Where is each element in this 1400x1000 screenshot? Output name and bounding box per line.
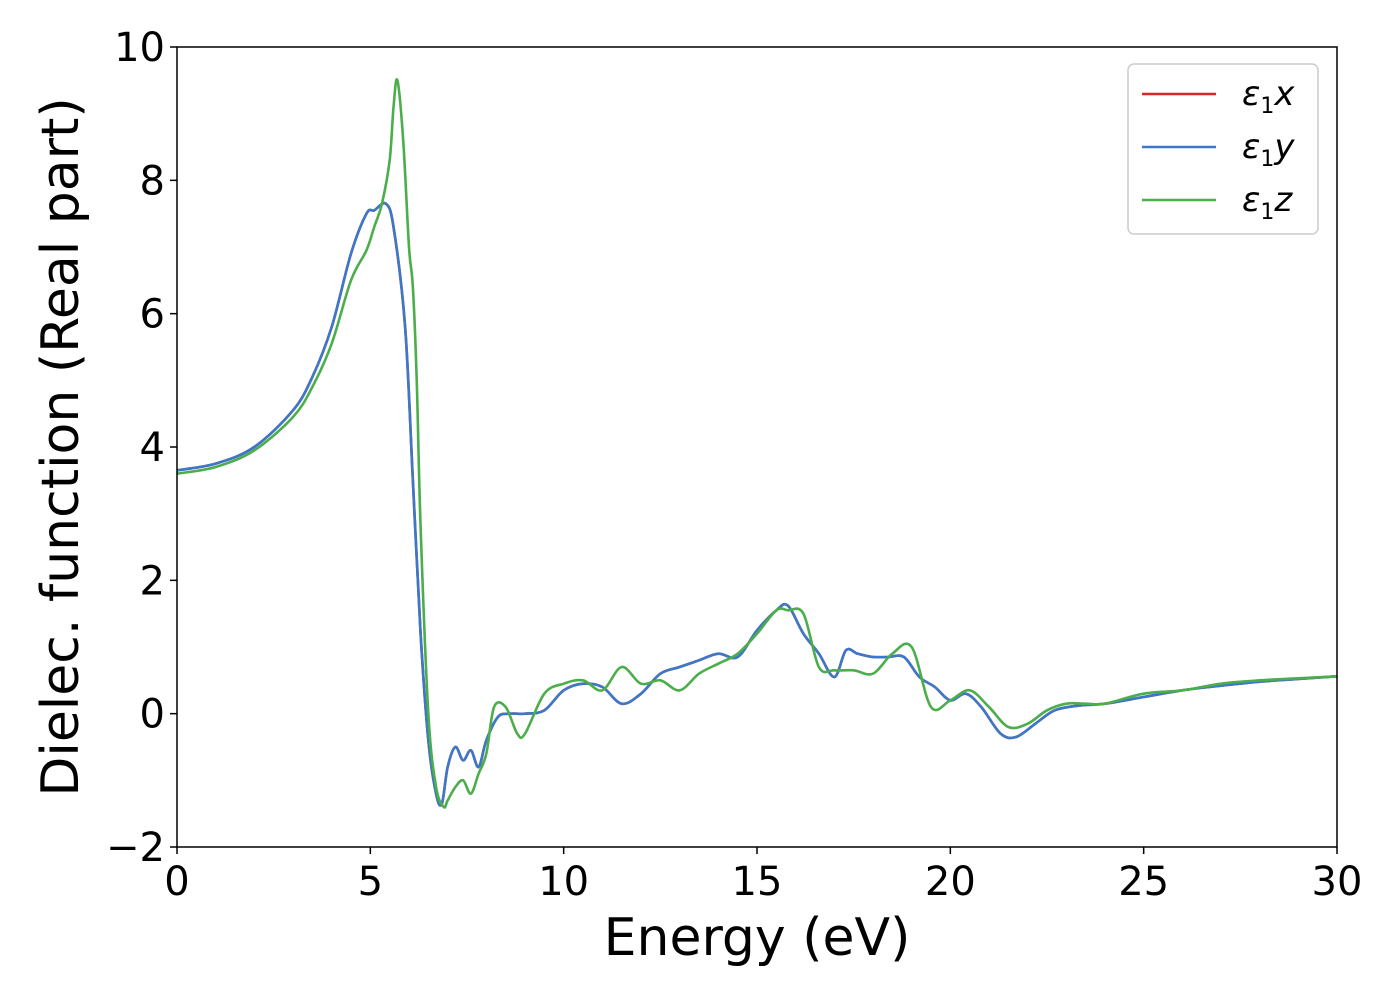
y-tick-label: 8	[140, 158, 165, 204]
series-line-z	[177, 78, 1337, 809]
x-tick-label: 30	[1312, 859, 1363, 905]
y-tick-label: 0	[140, 692, 165, 738]
legend-axis: z	[1273, 180, 1293, 220]
y-tick-label: 2	[140, 558, 165, 604]
legend-label: ε1x	[1242, 74, 1295, 119]
series-line-x	[177, 201, 1337, 807]
y-axis-label: Dielec. function (Real part)	[31, 97, 91, 796]
legend-symbol: ε	[1242, 180, 1260, 220]
y-tick-label: 10	[114, 25, 165, 71]
legend-label: ε1y	[1242, 127, 1295, 172]
legend-symbol: ε	[1242, 74, 1260, 114]
y-tick-label: −2	[106, 825, 165, 871]
series-line-y	[177, 201, 1337, 807]
legend-subscript: 1	[1260, 147, 1274, 172]
legend-box	[1127, 63, 1319, 235]
x-tick-label: 25	[1118, 859, 1169, 905]
legend-subscript: 1	[1260, 200, 1274, 225]
legend-subscript: 1	[1260, 94, 1274, 119]
x-tick-label: 10	[538, 859, 589, 905]
plot-lines	[177, 78, 1337, 809]
x-tick-label: 0	[164, 859, 189, 905]
y-tick-label: 6	[140, 292, 165, 338]
legend-symbol: ε	[1242, 127, 1260, 167]
legend-label: ε1z	[1242, 180, 1293, 225]
x-tick-label: 15	[732, 859, 783, 905]
x-tick-label: 20	[925, 859, 976, 905]
x-tick-label: 5	[358, 859, 383, 905]
legend-axis: x	[1273, 74, 1295, 114]
legend-axis: y	[1273, 127, 1295, 167]
y-tick-label: 4	[140, 425, 165, 471]
x-axis-label: Energy (eV)	[604, 908, 911, 968]
